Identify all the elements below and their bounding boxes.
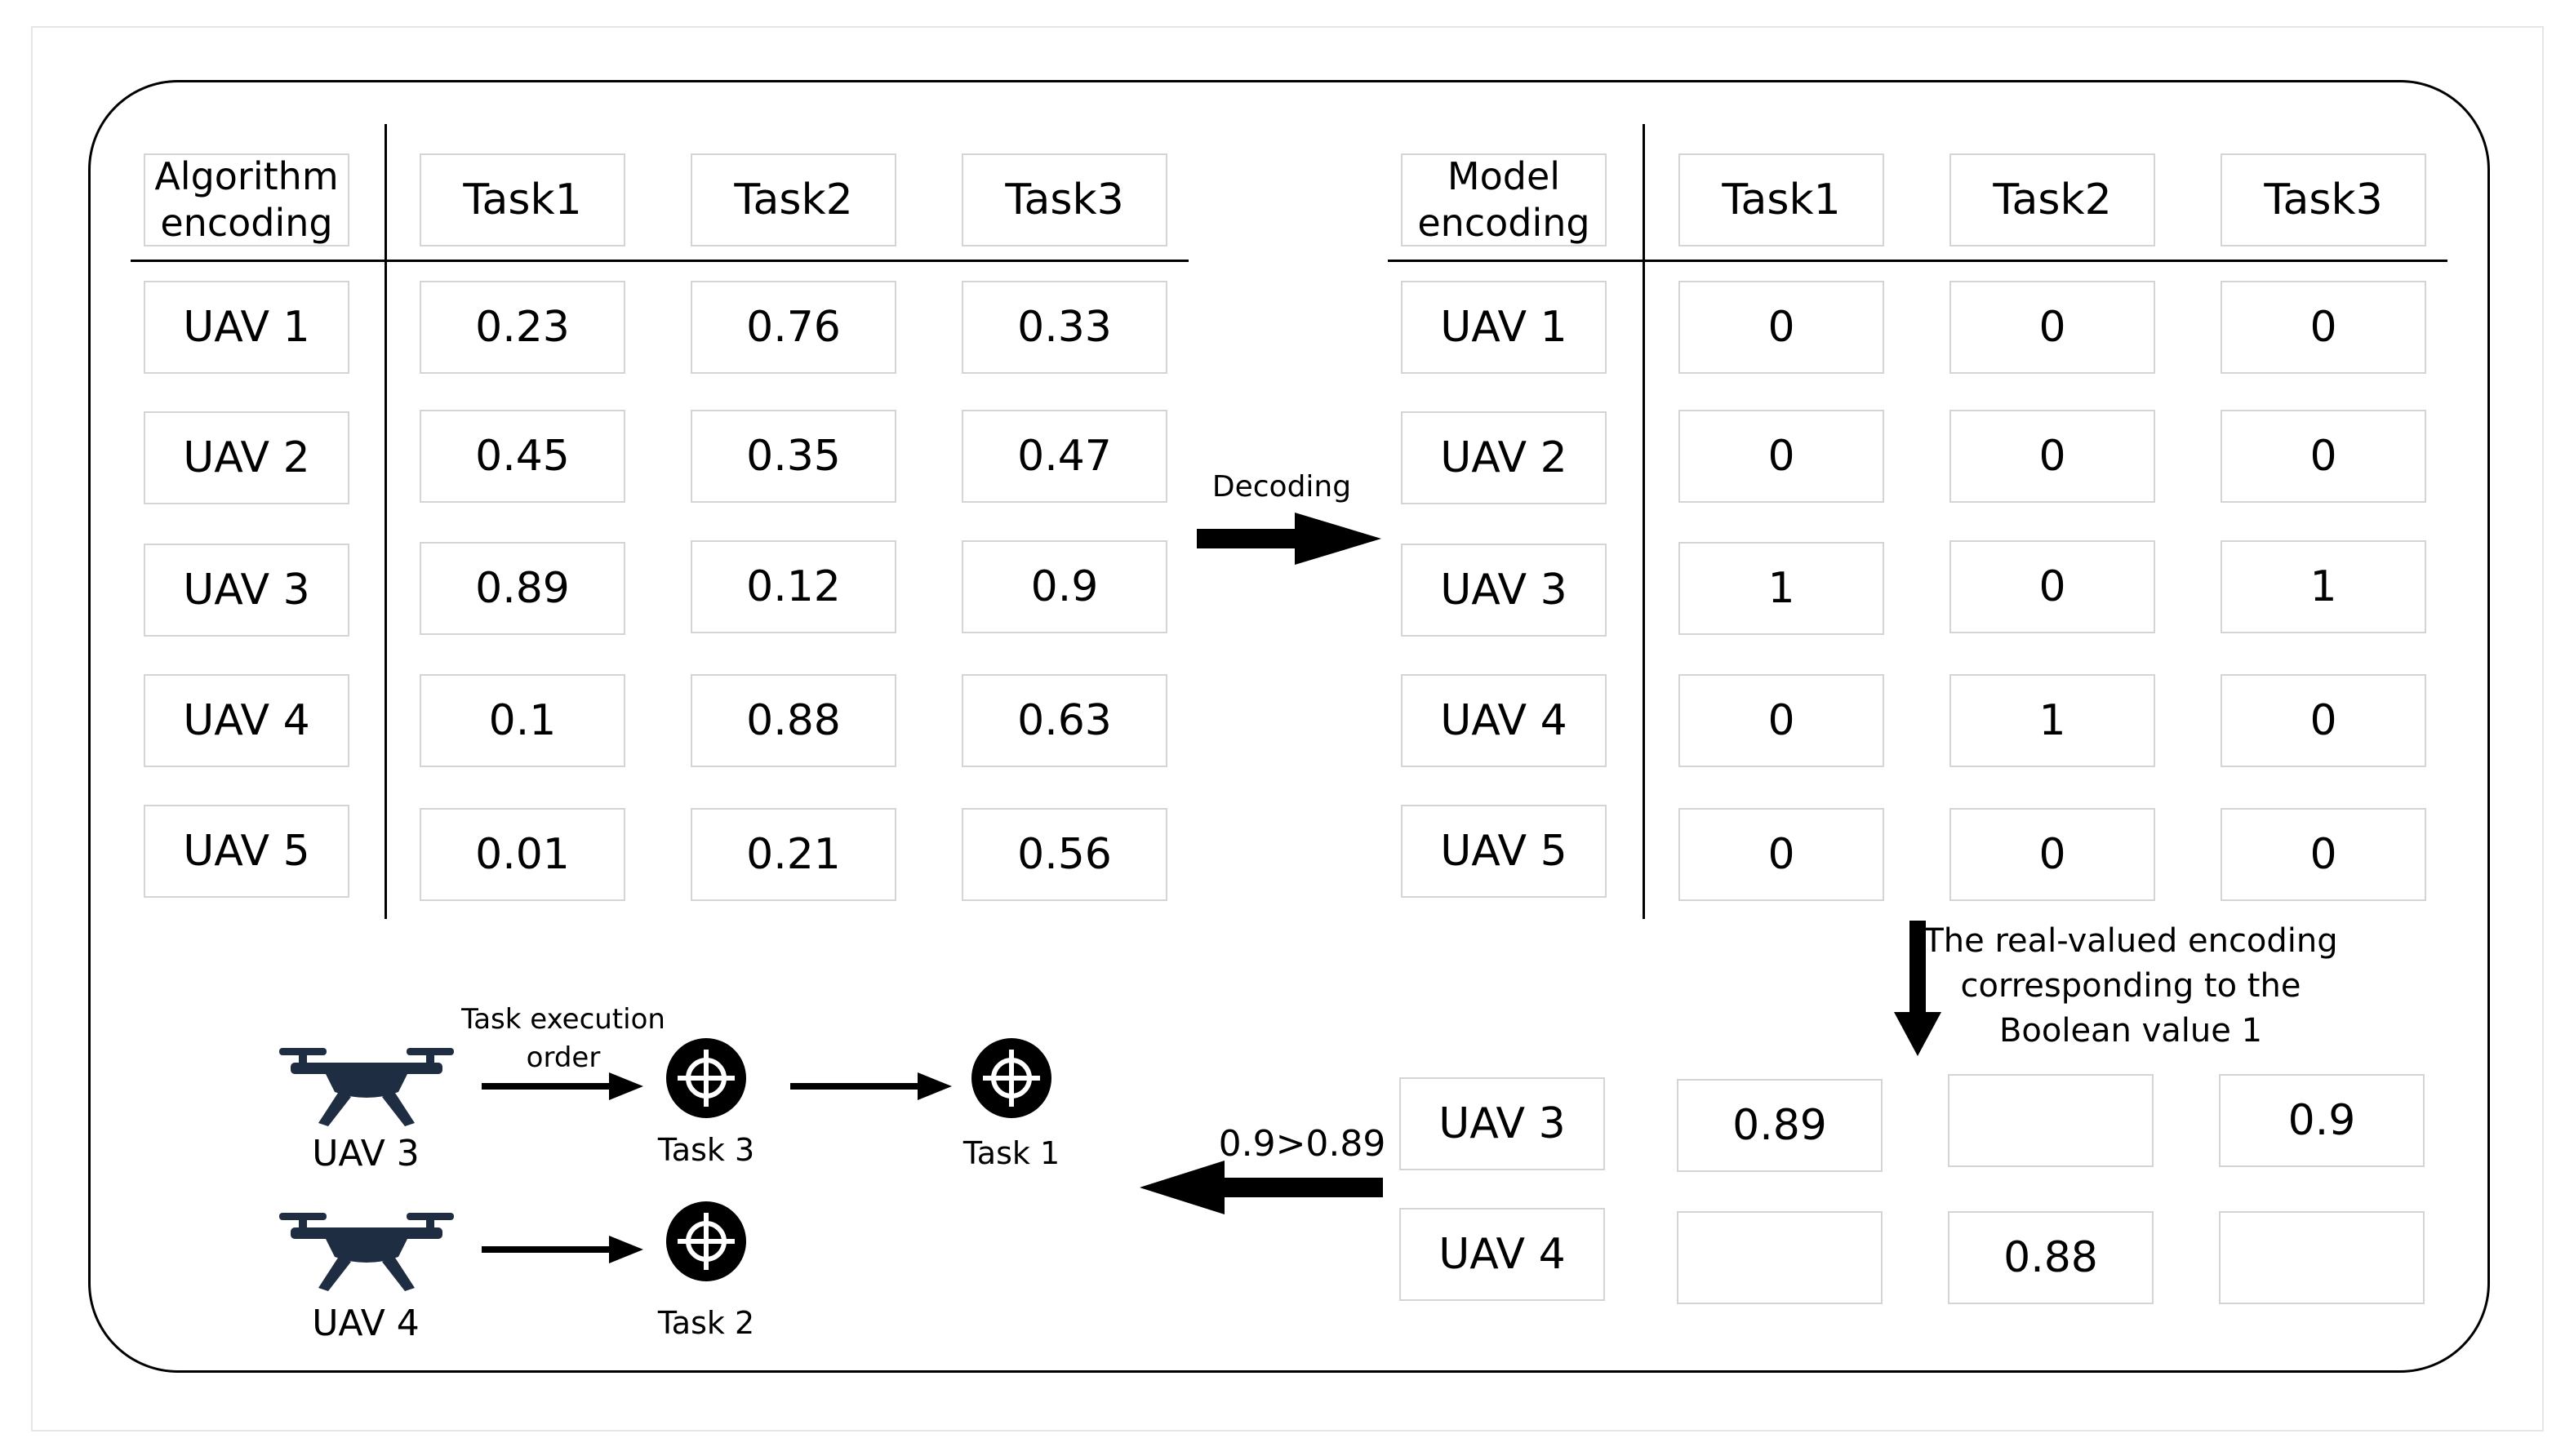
right-corner-header: Model encoding xyxy=(1401,153,1607,246)
left-cell-uav4-task2: 0.88 xyxy=(691,674,896,767)
right-row-label-uav4: UAV 4 xyxy=(1401,674,1607,767)
left-cell-uav1-task3: 0.33 xyxy=(962,281,1167,374)
left-row-label-uav3: UAV 3 xyxy=(144,544,349,637)
uav4-execution-label: UAV 4 xyxy=(312,1303,420,1344)
left-col-header-task2: Task2 xyxy=(691,153,896,246)
decoding-label: Decoding xyxy=(1211,470,1352,504)
right-col-header-task1: Task1 xyxy=(1678,153,1884,246)
right-cell-uav5-task3: 0 xyxy=(2221,808,2426,901)
crosshair-target-icon xyxy=(971,1038,1051,1118)
crosshair-target-icon xyxy=(666,1201,746,1281)
diagram-frame xyxy=(88,80,2490,1373)
left-cell-uav5-task2: 0.21 xyxy=(691,808,896,901)
left-cell-uav3-task2: 0.12 xyxy=(691,540,896,633)
drone-icon xyxy=(279,1213,454,1291)
right-cell-uav3-task3: 1 xyxy=(2221,540,2426,633)
left-cell-uav2-task3: 0.47 xyxy=(962,410,1167,503)
right-row-label-uav2: UAV 2 xyxy=(1401,411,1607,504)
right-cell-uav5-task1: 0 xyxy=(1678,808,1884,901)
right-cell-uav4-task2: 1 xyxy=(1949,674,2155,767)
task3-execution-label: Task 3 xyxy=(657,1132,755,1168)
execution-order-label: Task execution order xyxy=(461,1003,665,1074)
comparison-label: 0.9>0.89 xyxy=(1218,1123,1386,1165)
task1-execution-label: Task 1 xyxy=(962,1135,1060,1171)
right-row-label-uav5: UAV 5 xyxy=(1401,805,1607,898)
outer-frame xyxy=(31,26,2544,1432)
right-cell-uav3-task2: 0 xyxy=(1949,540,2155,633)
left-cell-uav2-task1: 0.45 xyxy=(420,410,625,503)
right-row-label-uav1: UAV 1 xyxy=(1401,281,1607,374)
crosshair-target-icon xyxy=(666,1038,746,1118)
selected-cell-uav3-task2 xyxy=(1948,1074,2154,1167)
right-row-label-uav3: UAV 3 xyxy=(1401,544,1607,637)
left-col-header-task3: Task3 xyxy=(962,153,1167,246)
left-corner-header: Algorithm encoding xyxy=(144,153,349,246)
left-row-label-uav1: UAV 1 xyxy=(144,281,349,374)
left-row-divider xyxy=(385,124,387,919)
right-cell-uav2-task2: 0 xyxy=(1949,410,2155,503)
left-cell-uav5-task1: 0.01 xyxy=(420,808,625,901)
left-cell-uav3-task1: 0.89 xyxy=(420,542,625,635)
left-col-header-task1: Task1 xyxy=(420,153,625,246)
comparison-arrow xyxy=(1140,1161,1383,1214)
left-row-label-uav5: UAV 5 xyxy=(144,805,349,898)
selected-row-label-uav4: UAV 4 xyxy=(1399,1208,1605,1301)
left-cell-uav1-task1: 0.23 xyxy=(420,281,625,374)
left-cell-uav4-task1: 0.1 xyxy=(420,674,625,767)
left-row-label-uav2: UAV 2 xyxy=(144,411,349,504)
left-cell-uav2-task2: 0.35 xyxy=(691,410,896,503)
selected-row-label-uav3: UAV 3 xyxy=(1399,1077,1605,1170)
selected-cell-uav3-task3: 0.9 xyxy=(2219,1074,2425,1167)
selected-cell-uav4-task3 xyxy=(2219,1211,2425,1304)
left-row-label-uav4: UAV 4 xyxy=(144,674,349,767)
left-cell-uav3-task3: 0.9 xyxy=(962,540,1167,633)
right-cell-uav2-task3: 0 xyxy=(2221,410,2426,503)
right-cell-uav1-task3: 0 xyxy=(2221,281,2426,374)
right-cell-uav1-task2: 0 xyxy=(1949,281,2155,374)
right-cell-uav5-task2: 0 xyxy=(1949,808,2155,901)
right-cell-uav4-task1: 0 xyxy=(1678,674,1884,767)
execution-arrow-uav3-task3 xyxy=(482,1072,643,1100)
selected-cell-uav4-task2: 0.88 xyxy=(1948,1211,2154,1304)
selection-note: The real-valued encoding corresponding t… xyxy=(1923,922,2338,1050)
right-cell-uav2-task1: 0 xyxy=(1678,410,1884,503)
decoding-arrow xyxy=(1197,513,1381,565)
uav3-execution-label: UAV 3 xyxy=(312,1133,420,1174)
execution-arrow-task3-task1 xyxy=(790,1072,952,1100)
right-header-divider xyxy=(1388,260,2447,262)
task2-execution-label: Task 2 xyxy=(657,1305,755,1341)
execution-arrow-uav4-task2 xyxy=(482,1236,643,1263)
selected-cell-uav4-task1 xyxy=(1677,1211,1883,1304)
drone-icon xyxy=(279,1048,454,1126)
left-cell-uav5-task3: 0.56 xyxy=(962,808,1167,901)
right-cell-uav4-task3: 0 xyxy=(2221,674,2426,767)
left-cell-uav4-task3: 0.63 xyxy=(962,674,1167,767)
right-cell-uav3-task1: 1 xyxy=(1678,542,1884,635)
right-col-header-task2: Task2 xyxy=(1949,153,2155,246)
left-cell-uav1-task2: 0.76 xyxy=(691,281,896,374)
right-col-header-task3: Task3 xyxy=(2221,153,2426,246)
right-row-divider xyxy=(1643,124,1645,919)
selection-arrow xyxy=(1894,921,1941,1056)
left-header-divider xyxy=(131,260,1189,262)
selected-cell-uav3-task1: 0.89 xyxy=(1677,1079,1883,1172)
right-cell-uav1-task1: 0 xyxy=(1678,281,1884,374)
